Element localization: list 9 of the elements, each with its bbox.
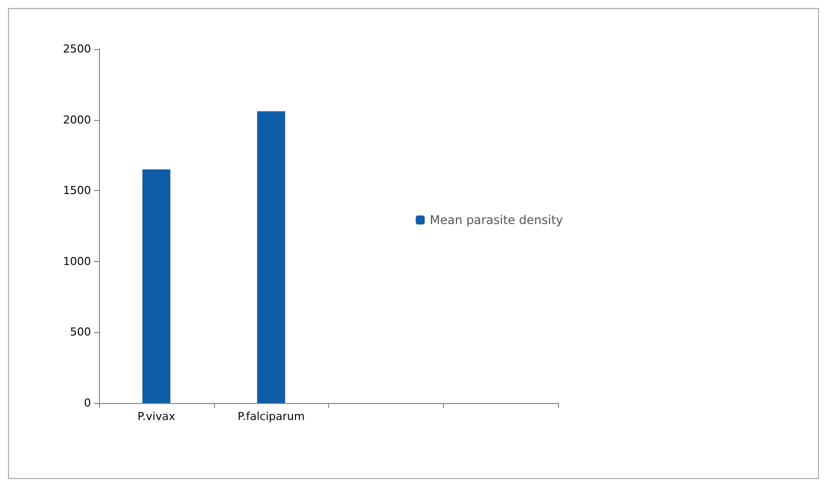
x-tick-label: P.falciparum bbox=[238, 410, 305, 423]
y-tick-label: 2000 bbox=[63, 113, 91, 126]
y-tick-label: 500 bbox=[70, 326, 91, 339]
y-tick-label: 1500 bbox=[63, 184, 91, 198]
y-tick-label: 0 bbox=[84, 396, 91, 410]
legend-label: Mean parasite density bbox=[430, 213, 564, 227]
y-tick-label: 2500 bbox=[63, 42, 91, 56]
y-tick-label: 1000 bbox=[63, 254, 91, 268]
x-tick-label: P.vivax bbox=[138, 410, 176, 423]
